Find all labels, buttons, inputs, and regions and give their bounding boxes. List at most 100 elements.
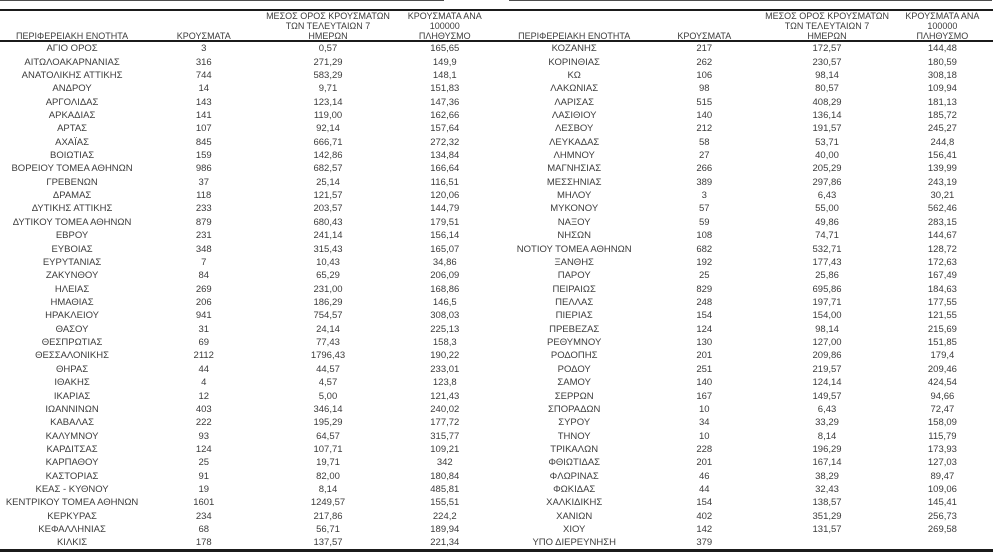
region-cell: ΜΑΓΝΗΣΙΑΣ <box>547 163 602 175</box>
per100k-cell: 109,06 <box>927 484 957 496</box>
region-cell: ΚΟΖΑΝΗΣ <box>551 43 597 55</box>
cases-cell: 402 <box>696 510 713 522</box>
avg7-cell: 217,86 <box>313 510 343 522</box>
table-row: ΡΟΔΟΥ 251 219,57 209,46 <box>503 363 994 376</box>
region-cell: ΜΥΚΟΝΟΥ <box>550 203 599 215</box>
cases-cell: 192 <box>696 256 713 268</box>
avg7-cell: 532,71 <box>812 243 842 255</box>
cases-cell: 130 <box>696 337 713 349</box>
cases-cell: 167 <box>696 390 713 402</box>
table-row: ΗΜΑΘΙΑΣ 206 186,29 146,5 <box>0 296 497 309</box>
table-row: ΤΡΙΚΑΛΩΝ 228 196,29 173,93 <box>503 443 994 456</box>
table-row: ΣΠΟΡΑΔΩΝ 10 6,43 72,47 <box>503 403 994 416</box>
table-row: ΑΡΤΑΣ 107 92,14 157,64 <box>0 122 497 135</box>
avg7-cell: 8,14 <box>817 430 837 442</box>
per100k-cell: 121,55 <box>927 310 957 322</box>
table-row: ΛΗΜΝΟΥ 27 40,00 156,41 <box>503 149 994 162</box>
avg7-cell: 167,14 <box>812 457 842 469</box>
per100k-cell: 215,69 <box>927 323 957 335</box>
avg7-cell: 0,57 <box>318 43 338 55</box>
avg7-cell: 297,86 <box>812 176 842 188</box>
per100k-cell: 127,03 <box>927 457 957 469</box>
cases-cell: 31 <box>198 323 210 335</box>
region-cell: ΔΡΑΜΑΣ <box>52 190 92 202</box>
region-cell: ΘΕΣΣΑΛΟΝΙΚΗΣ <box>35 350 110 362</box>
region-cell: ΑΝΑΤΟΛΙΚΗΣ ΑΤΤΙΚΗΣ <box>21 69 123 81</box>
table-row: ΡΟΔΟΠΗΣ 201 209,86 179,4 <box>503 349 994 362</box>
region-header: ΠΕΡΙΦΕΡΕΙΑΚΗ ΕΝΟΤΗΤΑ <box>518 31 631 41</box>
per100k-cell: 162,66 <box>430 109 460 121</box>
per100k-cell: 165,65 <box>430 43 460 55</box>
per100k-cell: 485,81 <box>430 484 460 496</box>
avg7-header-line1: ΜΕΣΟΣ ΟΡΟΣ ΚΡΟΥΣΜΑΤΩΝ <box>765 11 889 21</box>
per100k-cell: 30,21 <box>930 190 955 202</box>
table-row: ΣΑΜΟΥ 140 124,14 424,54 <box>503 376 994 389</box>
avg7-cell: 195,29 <box>313 417 343 429</box>
per100k-header: ΚΡΟΥΣΜΑΤΑ ΑΝΑ 100000 ΠΛΗΘΥΣΜΟ <box>393 11 497 41</box>
cases-cell: 25 <box>198 457 210 469</box>
cases-cell: 159 <box>195 150 212 162</box>
per100k-cell: 168,86 <box>430 283 460 295</box>
per100k-cell: 121,43 <box>430 390 460 402</box>
cases-cell: 140 <box>696 109 713 121</box>
cases-cell: 14 <box>198 83 210 95</box>
avg7-cell: 149,57 <box>812 390 842 402</box>
cases-cell: 231 <box>195 230 212 242</box>
avg7-cell: 4,57 <box>318 377 338 389</box>
cases-cell: 142 <box>696 524 713 536</box>
per100k-cell: 146,5 <box>432 297 457 308</box>
avg7-cell: 65,29 <box>316 270 340 282</box>
region-cell: ΚΟΡΙΝΘΙΑΣ <box>548 56 600 68</box>
avg7-cell: 6,43 <box>817 403 837 415</box>
region-cell: ΑΙΤΩΛΟΑΚΑΡΝΑΝΙΑΣ <box>24 56 120 68</box>
table-row: ΚΕΝΤΡΙΚΟΥ ΤΟΜΕΑ ΑΘΗΝΩΝ 1601 1249,57 155,51 <box>0 496 497 509</box>
table-row: ΠΡΕΒΕΖΑΣ 124 98,14 215,69 <box>503 323 994 336</box>
cases-cell: 91 <box>198 470 210 482</box>
top-border-segment-right <box>509 0 992 1</box>
cases-cell: 4 <box>201 377 207 389</box>
table-row: ΘΑΣΟΥ 31 24,14 225,13 <box>0 323 497 336</box>
table-row: ΘΕΣΠΡΩΤΙΑΣ 69 77,43 158,3 <box>0 336 497 349</box>
avg7-cell: 5,00 <box>318 390 338 402</box>
per100k-cell: 144,48 <box>927 43 957 55</box>
avg7-cell: 33,29 <box>815 417 839 429</box>
region-cell: ΛΗΜΝΟΥ <box>553 150 595 162</box>
avg7-cell: 53,71 <box>815 136 839 148</box>
table-row: ΚΕΡΚΥΡΑΣ 234 217,86 224,2 <box>0 510 497 523</box>
right-table: ΠΕΡΙΦΕΡΕΙΑΚΗ ΕΝΟΤΗΤΑ ΚΡΟΥΣΜΑΤΑ ΜΕΣΟΣ ΟΡΟ… <box>503 11 994 550</box>
avg7-cell: 315,43 <box>313 243 343 255</box>
avg7-cell: 197,71 <box>812 297 842 308</box>
per100k-cell: 245,27 <box>927 123 957 135</box>
table-row: ΧΑΛΚΙΔΙΚΗΣ 154 138,57 145,41 <box>503 496 994 509</box>
per100k-cell: 128,72 <box>927 243 957 255</box>
region-cell: ΠΙΕΡΙΑΣ <box>555 310 593 322</box>
per100k-cell: 109,21 <box>430 443 460 455</box>
table-row: ΑΓΙΟ ΟΡΟΣ 3 0,57 165,65 <box>0 42 497 55</box>
avg7-cell: 19,71 <box>316 457 340 469</box>
per100k-cell: 209,46 <box>927 363 957 375</box>
region-cell: ΘΕΣΠΡΩΤΙΑΣ <box>41 337 103 349</box>
region-cell: ΚΑΣΤΟΡΙΑΣ <box>45 470 99 482</box>
region-cell: ΧΑΛΚΙΔΙΚΗΣ <box>546 497 603 509</box>
region-cell: ΕΥΡΥΤΑΝΙΑΣ <box>42 256 102 268</box>
table-row: ΘΕΣΣΑΛΟΝΙΚΗΣ 2112 1796,43 190,22 <box>0 349 497 362</box>
per100k-cell: 109,94 <box>927 83 957 95</box>
avg7-header-line3: ΗΜΕΡΩΝ <box>308 31 348 41</box>
cases-cell: 379 <box>696 537 713 549</box>
cases-cell: 46 <box>699 470 710 482</box>
table-row: ΔΥΤΙΚΗΣ ΑΤΤΙΚΗΣ 233 203,57 144,79 <box>0 202 497 215</box>
table-row: ΙΚΑΡΙΑΣ 12 5,00 121,43 <box>0 389 497 402</box>
cases-cell: 986 <box>195 163 212 175</box>
per100k-cell: 34,86 <box>432 256 457 268</box>
cases-cell: 217 <box>696 43 713 55</box>
left-table-header: ΠΕΡΙΦΕΡΕΙΑΚΗ ΕΝΟΤΗΤΑ ΚΡΟΥΣΜΑΤΑ ΜΕΣΟΣ ΟΡΟ… <box>0 11 497 42</box>
per100k-cell: 185,72 <box>927 109 957 121</box>
table-row: ΖΑΚΥΝΘΟΥ 84 65,29 206,09 <box>0 269 497 282</box>
cases-cell: 212 <box>696 123 713 135</box>
region-cell: ΕΒΡΟΥ <box>55 230 89 242</box>
per100k-cell: 120,06 <box>430 190 460 202</box>
region-cell: ΠΑΡΟΥ <box>557 270 591 282</box>
table-row: ΜΥΚΟΝΟΥ 57 55,00 562,46 <box>503 202 994 215</box>
cases-cell: 19 <box>198 484 210 496</box>
cases-cell: 27 <box>699 150 710 162</box>
